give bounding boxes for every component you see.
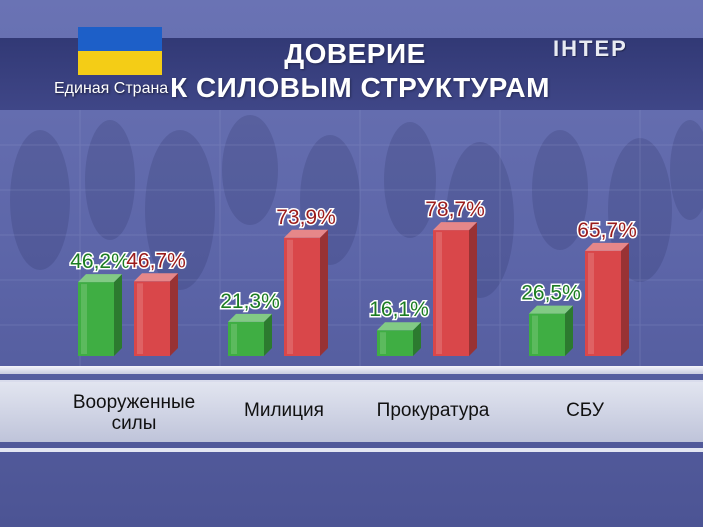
ukraine-flag xyxy=(78,27,162,75)
value-label: 46,2% xyxy=(70,250,130,273)
bar-top xyxy=(585,242,629,251)
lower-rule xyxy=(0,448,703,452)
bar-highlight xyxy=(588,252,594,354)
country-label: Единая Страна xyxy=(54,80,169,97)
chart-title-line1: ДОВЕРИЕ xyxy=(284,38,426,69)
bar-top xyxy=(377,322,421,331)
flag-yellow-stripe xyxy=(78,51,162,75)
category-label: Милиция xyxy=(204,400,364,421)
bar-side xyxy=(413,322,421,356)
bar-side xyxy=(170,273,178,356)
bar-highlight xyxy=(532,315,538,354)
bar-top xyxy=(228,313,272,322)
upper-rule xyxy=(0,380,703,382)
value-label: 65,7% xyxy=(577,219,637,242)
bar-highlight xyxy=(380,332,386,354)
bar-highlight xyxy=(231,323,237,354)
bar-top xyxy=(134,273,178,282)
bar-group xyxy=(78,222,629,356)
bar xyxy=(433,222,477,356)
bar-top xyxy=(433,222,477,231)
value-label: 46,7% xyxy=(126,249,186,272)
category-label-line: Вооруженные xyxy=(72,392,196,413)
bar-highlight xyxy=(137,283,143,354)
chart-title-line2: К СИЛОВЫМ СТРУКТУРАМ xyxy=(170,72,550,103)
bar xyxy=(529,305,573,356)
value-label: 26,5% xyxy=(521,282,581,305)
bar-side xyxy=(264,313,272,356)
bar-top xyxy=(78,274,122,283)
channel-logo: ІНТЕР xyxy=(553,36,628,61)
bar-side xyxy=(565,305,573,356)
value-label: 21,3% xyxy=(220,290,280,313)
bar-top xyxy=(529,305,573,314)
bar-side xyxy=(469,222,477,356)
bar-top xyxy=(284,229,328,238)
bar-side xyxy=(114,274,122,356)
value-label: 78,7% xyxy=(425,198,485,221)
bar xyxy=(377,322,421,356)
bar-side xyxy=(621,242,629,356)
bar xyxy=(284,229,328,356)
category-label-line: Прокуратура xyxy=(376,400,490,421)
category-label: СБУ xyxy=(505,400,665,421)
category-label-line: Милиция xyxy=(244,400,324,421)
category-label-line: СБУ xyxy=(566,400,604,421)
bar xyxy=(134,273,178,356)
bar-highlight xyxy=(436,232,442,354)
lower-label-band xyxy=(0,382,703,442)
baseline-shelf xyxy=(0,366,703,374)
bar xyxy=(78,274,122,356)
bar xyxy=(228,313,272,356)
value-label-group: 46,2%46,7% 21,3% 73,9% 16,1% 78,7% 26,5% 65,7% xyxy=(69,197,639,323)
category-label: Вооруженные силы xyxy=(54,392,214,434)
category-label-line: силы xyxy=(111,413,157,434)
bar-side xyxy=(320,229,328,356)
value-label: 73,9% xyxy=(276,206,336,229)
value-label: 16,1% xyxy=(369,298,429,321)
flag-blue-stripe xyxy=(78,27,162,51)
bar xyxy=(585,242,629,356)
bar-highlight xyxy=(81,284,87,354)
bar-highlight xyxy=(287,239,293,354)
category-label: Прокуратура xyxy=(353,400,513,421)
